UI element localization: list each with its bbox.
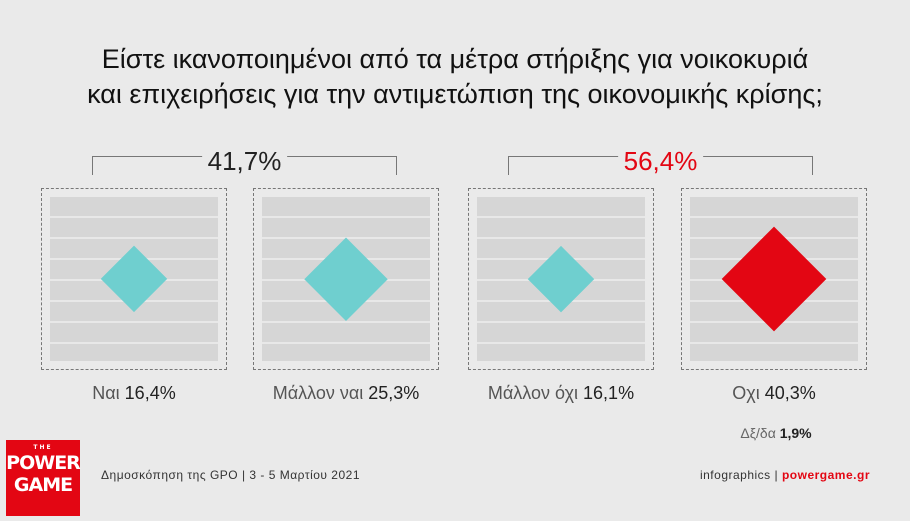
value-diamond <box>721 226 827 332</box>
footer-site-link[interactable]: powergame.gr <box>781 468 870 482</box>
chart-box <box>41 188 227 370</box>
category-label: Μάλλον ναι 25,3% <box>253 383 439 404</box>
group-total-negative: 56,4% <box>617 146 704 177</box>
chart-box-background <box>477 197 645 361</box>
footer-infographics: infographics | <box>699 468 779 482</box>
undecided-label: Δξ/δα 1,9% <box>683 425 869 441</box>
chart-box <box>468 188 654 370</box>
logo-game: GAME <box>13 474 73 496</box>
category-label: Οχι 40,3% <box>681 383 867 404</box>
group-total-positive: 41,7% <box>201 146 288 177</box>
undecided-name: Δξ/δα <box>740 425 776 441</box>
powergame-logo: THE POWER GAME <box>6 440 81 516</box>
chart-box-background <box>262 197 430 361</box>
chart-box <box>681 188 867 370</box>
group-bracket-negative: 56,4% <box>508 146 813 177</box>
chart-box-background <box>50 197 218 361</box>
footer-source: Δημοσκόπηση της GPO | 3 - 5 Μαρτίου 2021 <box>101 468 361 482</box>
category-name: Μάλλον ναι <box>272 383 364 403</box>
category-label: Μάλλον όχι 16,1% <box>468 383 654 404</box>
category-value: 25,3% <box>363 383 420 403</box>
category-name: Ναι <box>92 383 120 403</box>
category-value: 16,4% <box>119 383 176 403</box>
category-name: Μάλλον όχι <box>487 383 579 403</box>
chart-box-background <box>690 197 858 361</box>
value-diamond <box>100 245 168 313</box>
title-line-2: και επιχειρήσεις για την αντιμετώπιση τη… <box>87 79 823 109</box>
category-label: Ναι 16,4% <box>41 383 227 404</box>
value-diamond <box>527 245 595 313</box>
undecided-value: 1,9% <box>779 425 812 441</box>
footer-credits: infographics | powergame.gr <box>700 468 870 482</box>
category-value: 40,3% <box>759 383 816 403</box>
value-diamond <box>304 237 388 321</box>
chart-title: Είστε ικανοποιημένοι από τα μέτρα στήριξ… <box>0 42 910 112</box>
logo-the: THE <box>33 444 53 451</box>
category-value: 16,1% <box>578 383 635 403</box>
category-name: Οχι <box>732 383 760 403</box>
logo-power: POWER <box>6 452 81 474</box>
chart-box <box>253 188 439 370</box>
title-line-1: Είστε ικανοποιημένοι από τα μέτρα στήριξ… <box>101 44 809 74</box>
group-bracket-positive: 41,7% <box>92 146 397 177</box>
